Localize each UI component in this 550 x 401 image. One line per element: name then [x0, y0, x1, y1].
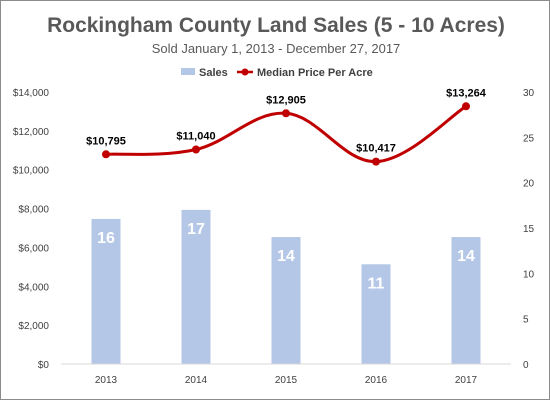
- right-axis: 0 5 10 15 20 25 30: [523, 88, 535, 371]
- line-labels: $10,795 $11,040 $12,905 $10,417 $13,264: [86, 87, 487, 154]
- legend: Sales Median Price Per Acre: [181, 67, 373, 79]
- bar-sales: [451, 237, 481, 364]
- bar-data-label: 11: [368, 275, 385, 292]
- left-axis-tick-label: $10,000: [13, 166, 50, 177]
- left-axis-tick-label: $12,000: [13, 127, 50, 138]
- chart-title: Rockingham County Land Sales (5 - 10 Acr…: [47, 14, 505, 37]
- bar-sales: [91, 218, 121, 364]
- line-markers: [102, 102, 470, 166]
- right-axis-tick-label: 0: [523, 360, 529, 371]
- x-axis-tick-label: 2015: [275, 375, 298, 386]
- x-axis-tick-label: 2013: [95, 375, 118, 386]
- left-axis-tick-label: $6,000: [18, 243, 49, 254]
- line-point-median-price: [462, 102, 470, 111]
- line-data-label: $11,040: [176, 131, 215, 143]
- legend-label-sales: Sales: [199, 67, 228, 79]
- left-axis-tick-label: $8,000: [18, 205, 49, 216]
- left-axis-tick-label: $0: [38, 360, 50, 371]
- right-axis-tick-label: 25: [523, 133, 535, 144]
- bar-labels: 16 17 14 11 14: [97, 221, 475, 292]
- line-data-label: $10,795: [86, 135, 126, 147]
- line-point-median-price: [192, 145, 200, 154]
- x-axis-tick-label: 2014: [185, 375, 208, 386]
- bar-series: [91, 209, 481, 364]
- x-axis: 2013 2014 2015 2016 2017: [95, 375, 478, 386]
- legend-label-median-price: Median Price Per Acre: [257, 67, 373, 79]
- line-point-median-price: [282, 109, 290, 118]
- left-axis-tick-label: $14,000: [13, 88, 50, 99]
- left-axis-tick-label: $4,000: [18, 282, 49, 293]
- left-axis-tick-label: $2,000: [18, 321, 49, 332]
- legend-marker-line: [241, 68, 249, 76]
- line-point-median-price: [372, 157, 380, 166]
- bar-data-label: 14: [457, 248, 475, 265]
- bar-data-label: 16: [97, 230, 115, 247]
- x-axis-tick-label: 2016: [365, 375, 388, 386]
- bar-sales: [181, 209, 211, 364]
- line-data-label: $10,417: [356, 143, 396, 155]
- x-axis-tick-label: 2017: [455, 375, 478, 386]
- right-axis-tick-label: 30: [523, 88, 535, 99]
- bar-sales: [271, 237, 301, 364]
- legend-swatch-sales: [181, 68, 195, 75]
- right-axis-tick-label: 20: [523, 179, 535, 190]
- right-axis-tick-label: 15: [523, 224, 535, 235]
- line-data-label: $13,264: [446, 87, 487, 99]
- bar-sales: [361, 264, 391, 364]
- chart-subtitle: Sold January 1, 2013 - December 27, 2017: [152, 41, 401, 56]
- bar-data-label: 17: [187, 221, 205, 238]
- line-point-median-price: [102, 150, 110, 159]
- right-axis-tick-label: 5: [523, 315, 529, 326]
- right-axis-tick-label: 10: [523, 269, 535, 280]
- left-axis: $0 $2,000 $4,000 $6,000 $8,000 $10,000 $12,000…: [13, 88, 50, 371]
- line-data-label: $12,905: [266, 94, 306, 106]
- bar-data-label: 14: [277, 248, 295, 265]
